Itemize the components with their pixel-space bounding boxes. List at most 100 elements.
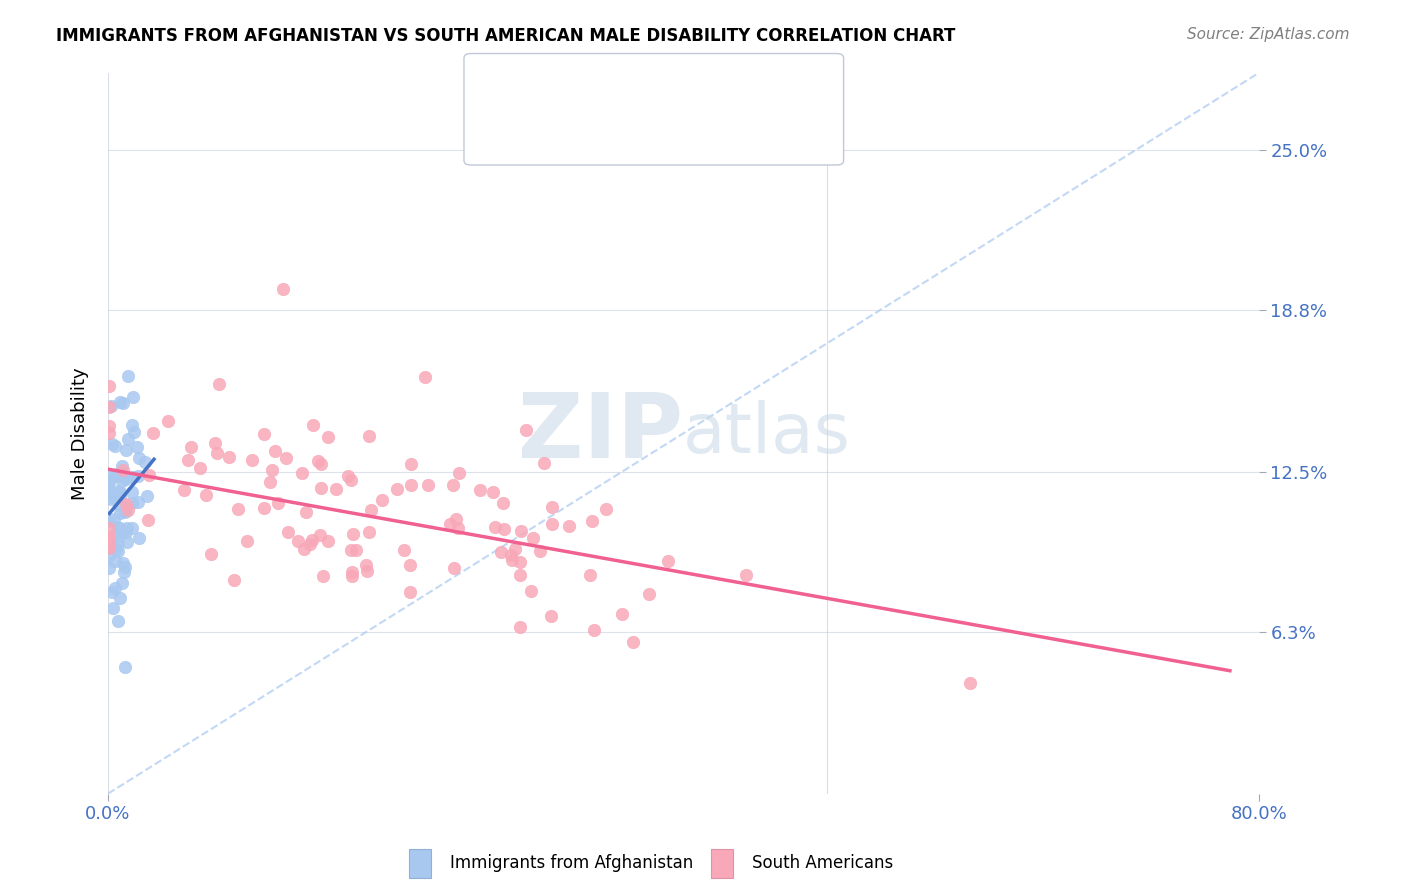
Point <box>117 369 139 384</box>
Point <box>309 457 332 471</box>
Point <box>291 466 314 480</box>
Point <box>136 513 159 527</box>
Point <box>107 544 129 558</box>
Point <box>309 481 332 495</box>
Point <box>98 475 121 490</box>
Point <box>581 514 603 528</box>
Point <box>533 456 555 470</box>
Point <box>100 491 122 506</box>
Point <box>399 585 422 599</box>
Point <box>959 676 981 690</box>
Point <box>114 559 136 574</box>
Point <box>277 524 299 539</box>
Point <box>519 583 541 598</box>
Point <box>134 455 156 469</box>
Point <box>128 531 150 545</box>
Point <box>236 533 259 548</box>
Point <box>121 485 143 500</box>
Point <box>105 520 128 534</box>
Point <box>98 530 121 544</box>
Point <box>114 472 136 486</box>
Point <box>156 414 179 428</box>
Point <box>98 530 121 544</box>
Point <box>657 554 679 568</box>
Point <box>98 483 121 497</box>
Point <box>108 490 131 504</box>
Point <box>253 427 276 442</box>
Point <box>271 282 294 296</box>
Point <box>399 558 422 573</box>
Point <box>114 660 136 674</box>
Point <box>735 568 758 582</box>
Point <box>103 512 125 526</box>
Point <box>529 544 551 558</box>
Point <box>127 469 149 483</box>
Point <box>298 537 321 551</box>
Point <box>115 501 138 516</box>
Point <box>301 533 323 547</box>
Point <box>138 468 160 483</box>
Point <box>312 569 335 583</box>
Y-axis label: Male Disability: Male Disability <box>72 367 89 500</box>
Text: 67: 67 <box>745 76 770 94</box>
Point <box>316 534 339 549</box>
Point <box>112 565 135 579</box>
Point <box>509 620 531 634</box>
Point <box>98 537 121 551</box>
Point <box>253 500 276 515</box>
Point <box>142 425 165 440</box>
Point <box>482 485 505 500</box>
Point <box>595 502 617 516</box>
Point <box>180 441 202 455</box>
Point <box>342 527 364 541</box>
Point <box>100 399 122 413</box>
Text: South Americans: South Americans <box>752 855 893 872</box>
Point <box>107 535 129 549</box>
Point <box>287 534 309 549</box>
Point <box>200 548 222 562</box>
Point <box>98 467 121 481</box>
Point <box>104 439 127 453</box>
Point <box>121 496 143 510</box>
Point <box>108 506 131 520</box>
Text: atlas: atlas <box>683 400 851 467</box>
Point <box>228 502 250 516</box>
Point <box>115 525 138 540</box>
Text: IMMIGRANTS FROM AFGHANISTAN VS SOUTH AMERICAN MALE DISABILITY CORRELATION CHART: IMMIGRANTS FROM AFGHANISTAN VS SOUTH AME… <box>56 27 956 45</box>
Point <box>344 542 367 557</box>
Point <box>503 542 526 557</box>
Point <box>98 560 121 574</box>
Point <box>111 525 134 540</box>
Point <box>107 529 129 543</box>
Point <box>510 524 533 538</box>
Point <box>98 541 121 555</box>
Point <box>105 467 128 481</box>
Point <box>110 576 132 591</box>
Point <box>307 454 329 468</box>
Point <box>110 395 132 409</box>
Point <box>484 519 506 533</box>
Point <box>114 443 136 458</box>
Point <box>276 451 298 466</box>
Point <box>101 491 124 505</box>
Point <box>540 609 562 624</box>
Point <box>468 483 491 497</box>
Point <box>540 500 562 514</box>
Point <box>339 542 361 557</box>
Point <box>122 390 145 404</box>
Point <box>108 498 131 512</box>
Point <box>240 453 263 467</box>
Point <box>318 430 340 444</box>
Point <box>292 542 315 557</box>
Point <box>610 607 633 622</box>
Point <box>308 528 330 542</box>
Point <box>107 483 129 498</box>
Text: 0.190: 0.190 <box>598 76 654 94</box>
Point <box>115 521 138 535</box>
Point <box>447 466 470 480</box>
Point <box>108 469 131 483</box>
Point <box>638 587 661 601</box>
Point <box>108 484 131 499</box>
Point <box>413 370 436 384</box>
Point <box>325 482 347 496</box>
